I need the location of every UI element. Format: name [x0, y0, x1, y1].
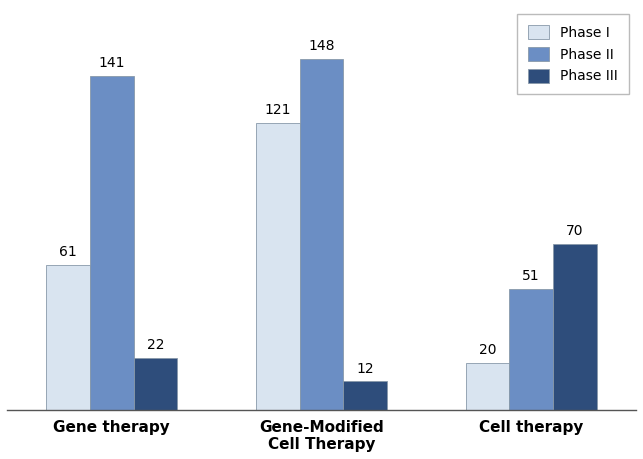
Text: 148: 148	[308, 39, 335, 53]
Bar	[300, 59, 343, 410]
Bar	[90, 76, 134, 410]
Text: 51: 51	[522, 269, 540, 283]
Text: 121: 121	[264, 103, 291, 117]
Bar	[553, 244, 597, 410]
Text: 70: 70	[566, 224, 584, 238]
Bar	[509, 289, 553, 410]
Bar	[256, 123, 300, 410]
Legend: Phase I, Phase II, Phase III: Phase I, Phase II, Phase III	[517, 14, 629, 95]
Text: 22: 22	[147, 338, 164, 352]
Text: 61: 61	[59, 246, 77, 259]
Bar	[466, 363, 509, 410]
Bar	[134, 358, 177, 410]
Bar	[343, 381, 387, 410]
Text: 12: 12	[356, 362, 374, 375]
Text: 141: 141	[98, 56, 125, 70]
Bar	[46, 265, 90, 410]
Text: 20: 20	[479, 342, 496, 357]
